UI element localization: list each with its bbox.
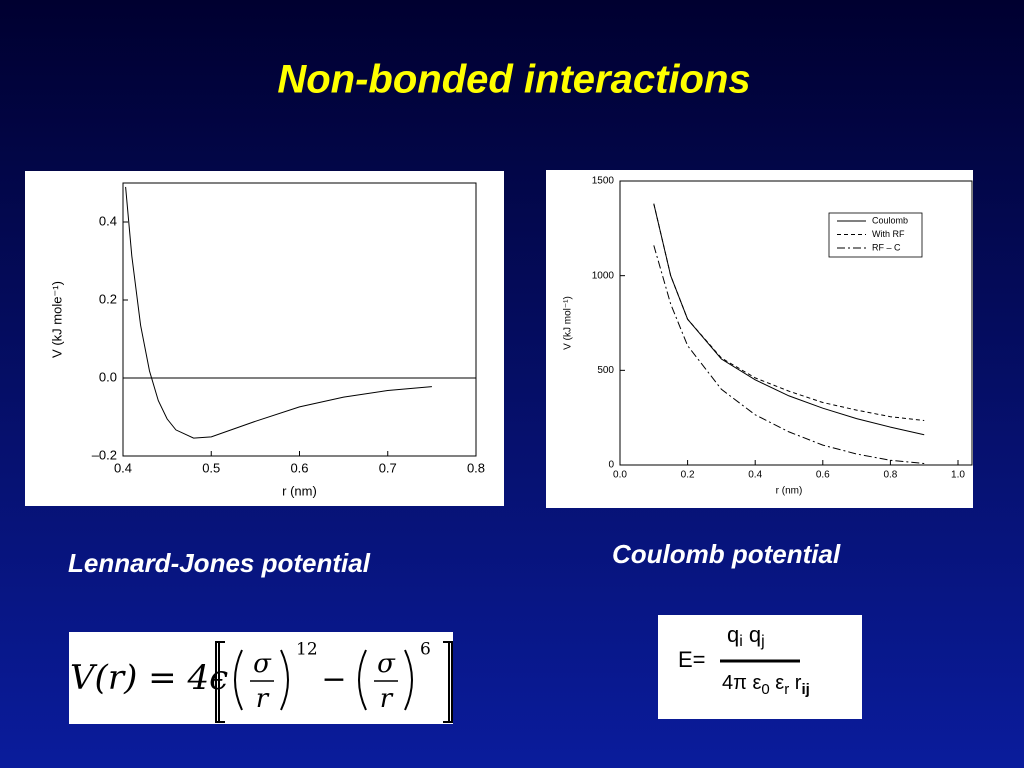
y-axis-label: V (kJ mol⁻¹) [563, 296, 574, 350]
x-tick-label: 0.6 [816, 470, 830, 481]
lj-formula: V(r) = 4ϵ σ r 12 − σ r 6 [70, 640, 453, 723]
y-axis-label: V (kJ mole⁻¹) [49, 281, 64, 358]
r: r [380, 684, 394, 714]
x-axis-label: r (nm) [282, 483, 317, 498]
x-tick-label: 0.6 [290, 460, 308, 475]
plot-frame [619, 180, 973, 466]
x-tick-label: 0.7 [379, 460, 397, 475]
x-tick-label: 1.0 [951, 470, 965, 481]
exponent: 6 [420, 640, 431, 660]
sigma: σ [253, 649, 272, 679]
subscript: i [739, 633, 743, 650]
y-tick-label: –0.2 [92, 447, 117, 462]
y-tick-label: 0.4 [99, 213, 117, 228]
exponent: 12 [296, 640, 318, 660]
x-tick-label: 0.8 [883, 470, 897, 481]
coulomb-formula: E= qi qj 4π ε0 εr rij [678, 622, 810, 698]
x-axis-label: r (nm) [776, 486, 803, 497]
formula-lhs: E= [678, 647, 706, 672]
formula-box [69, 632, 453, 724]
subscript: 0 [761, 681, 769, 698]
series-line [653, 203, 925, 436]
chart-panel [25, 171, 504, 506]
numerator: qi qj [727, 622, 765, 650]
legend-label: RF – C [872, 242, 901, 252]
formula-lhs: V(r) = 4ϵ [70, 658, 228, 698]
symbol: ε [770, 672, 785, 694]
denominator: 4π ε0 εr rij [722, 672, 810, 698]
x-tick-label: 0.2 [681, 470, 695, 481]
subscript: ij [801, 681, 809, 698]
symbol: q [749, 622, 761, 647]
symbol: r [789, 672, 802, 694]
series-line [125, 186, 432, 439]
x-tick-label: 0.0 [613, 470, 627, 481]
subscript: r [784, 681, 789, 698]
symbol: 4π ε [722, 672, 761, 694]
caption: Lennard-Jones potential [68, 548, 371, 578]
y-tick-label: 0 [608, 460, 614, 471]
y-tick-label: 0.0 [99, 369, 117, 384]
x-tick-label: 0.4 [748, 470, 762, 481]
legend-label: Coulomb [872, 215, 908, 225]
slide-title: Non-bonded interactions [277, 58, 750, 102]
symbol: q [727, 622, 739, 647]
y-tick-label: 500 [597, 365, 614, 376]
y-tick-label: 1500 [592, 176, 615, 187]
x-tick-label: 0.5 [202, 460, 220, 475]
y-tick-label: 1000 [592, 270, 615, 281]
x-tick-label: 0.4 [114, 460, 132, 475]
minus: − [321, 662, 346, 697]
caption: Coulomb potential [612, 539, 841, 569]
y-tick-label: 0.2 [99, 291, 117, 306]
x-tick-label: 0.8 [467, 460, 485, 475]
formula-box [658, 615, 862, 719]
series-line [653, 245, 925, 464]
subscript: j [760, 633, 765, 650]
sigma: σ [377, 649, 396, 679]
r: r [256, 684, 270, 714]
legend-label: With RF [872, 229, 905, 239]
